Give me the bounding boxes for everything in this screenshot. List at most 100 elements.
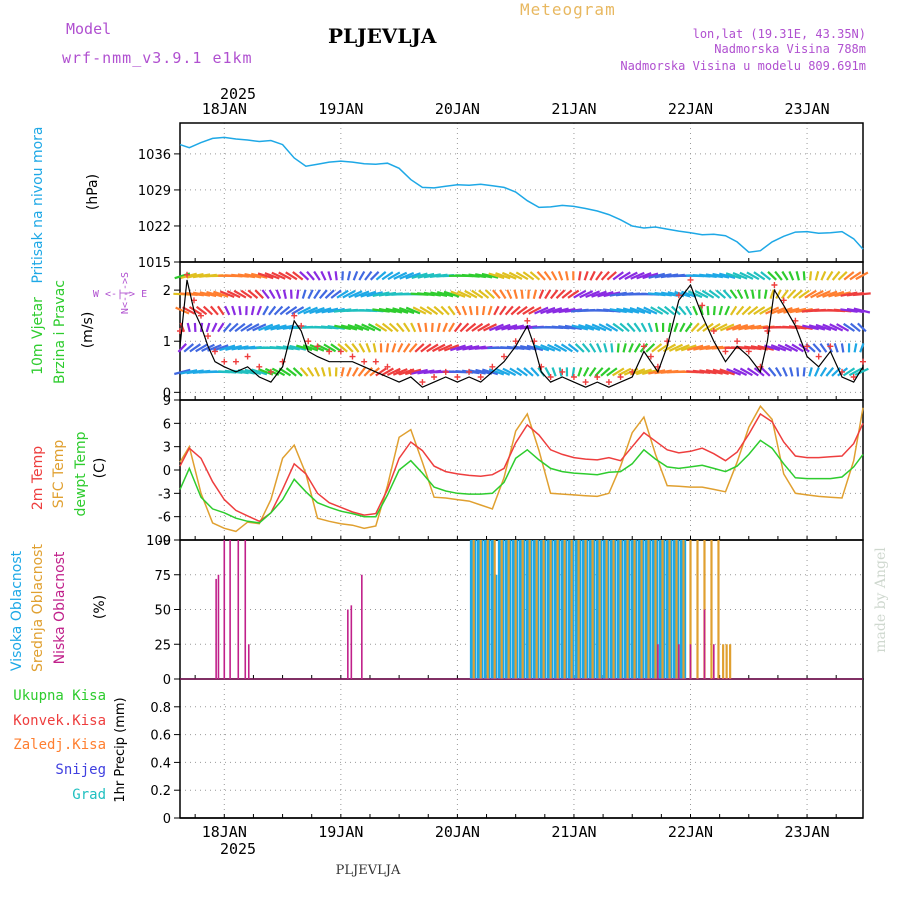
- wind-arrow: [708, 322, 721, 332]
- wind-arrow: [515, 271, 529, 281]
- wind-arrow: [820, 270, 827, 281]
- wind-arrow: [726, 368, 742, 376]
- wind-gust-mark: [745, 348, 752, 355]
- wind-arrow: [340, 367, 345, 377]
- wind-arrow: [626, 322, 636, 333]
- y-tick-label: -6: [158, 511, 171, 526]
- wind-arrow: [523, 367, 534, 377]
- day-label-top: 23JAN: [784, 100, 829, 118]
- wind-speed-line: [179, 279, 864, 388]
- y-tick-label: 0.6: [150, 729, 171, 744]
- wind-arrow: [544, 289, 552, 300]
- wind-gust-mark: [267, 368, 274, 375]
- wind-arrow: [301, 289, 307, 299]
- wind-arrow: [763, 289, 768, 299]
- wind-arrow: [812, 343, 822, 353]
- wind-gust-mark: [349, 353, 356, 360]
- wind-arrow: [657, 306, 670, 316]
- wind-arrow: [522, 271, 535, 281]
- wind-arrow: [706, 306, 710, 316]
- wind-arrow: [483, 323, 497, 332]
- wind-arrow: [595, 270, 603, 281]
- wind-arrow: [391, 343, 397, 353]
- wind-arrow: [282, 345, 300, 351]
- y-tick-label: 2: [163, 284, 171, 299]
- wind-arrow: [831, 270, 841, 281]
- wind-arrow: [475, 368, 493, 375]
- wind-arrow: [816, 290, 831, 299]
- wind-arrow: [437, 343, 453, 352]
- wind-arrow: [358, 270, 366, 281]
- wind-arrow: [381, 271, 394, 281]
- cloud-low-label: Niska Oblacnost: [52, 551, 68, 664]
- wind-arrow: [419, 306, 433, 315]
- wind-arrow: [808, 324, 826, 331]
- wind-arrow: [567, 343, 579, 353]
- y-tick-label: 0: [163, 386, 171, 401]
- wind-arrow: [195, 305, 208, 316]
- wind-arrow: [402, 322, 411, 333]
- wind-arrow: [826, 270, 834, 281]
- wind-arrow: [388, 322, 399, 333]
- wind-arrow: [650, 306, 664, 315]
- panel-frame: [179, 261, 864, 401]
- y-tick-label: 1: [163, 335, 171, 350]
- wind-arrow: [351, 343, 360, 353]
- wind-arrow: [849, 271, 862, 281]
- wind-arrow: [408, 342, 418, 353]
- wind-arrow: [330, 289, 342, 299]
- wind-arrow: [217, 322, 225, 333]
- wind-arrow: [733, 367, 748, 376]
- wind-arrow: [788, 270, 795, 281]
- temp-2m-label: 2m Temp: [30, 446, 46, 510]
- wind-arrow: [732, 271, 748, 280]
- wind-arrow: [448, 322, 456, 333]
- wind-arrow: [846, 307, 865, 314]
- wind-arrow: [842, 322, 856, 332]
- wind-arrow: [813, 367, 820, 377]
- wind-arrow: [254, 289, 264, 299]
- wind-gust-mark: [764, 328, 771, 334]
- wind-arrow: [753, 367, 765, 377]
- wind-arrow: [402, 342, 411, 353]
- wind-gust-mark: [640, 343, 647, 350]
- wind-arrow: [534, 306, 549, 315]
- wind-arrow: [781, 270, 789, 281]
- wind-arrow: [354, 323, 370, 332]
- wind-arrow: [417, 322, 422, 333]
- wind-arrow: [474, 273, 493, 279]
- wind-arrow: [262, 305, 270, 316]
- wind-arrow: [770, 344, 787, 352]
- wind-arrow: [687, 290, 703, 299]
- wind-arrow: [313, 270, 321, 281]
- wind-arrow: [681, 290, 697, 298]
- wind-arrow: [645, 343, 656, 353]
- wind-arrow: [784, 343, 799, 353]
- y-tick-label: 1036: [138, 148, 171, 163]
- panel-frame: [179, 678, 864, 819]
- wind-arrow: [234, 322, 246, 333]
- station-title: PLJEVLJA: [328, 24, 437, 48]
- compass-horizontal: W <-|-> E: [93, 289, 147, 300]
- wind-arrow: [685, 305, 693, 316]
- wind-arrow: [767, 271, 777, 281]
- compass-vertical: N<-|->S: [120, 272, 131, 314]
- wind-labels: 10m Vjetar Brzina i Pravac (m/s) N<-|->S…: [30, 272, 147, 384]
- wind-arrow: [468, 369, 486, 375]
- wind-arrow: [540, 344, 556, 352]
- wind-arrow: [543, 270, 552, 281]
- wind-arrow: [447, 305, 456, 316]
- wind-arrow: [767, 367, 777, 377]
- wind-arrow: [378, 307, 397, 314]
- wind-arrow: [351, 367, 359, 377]
- wind-arrow: [581, 342, 591, 353]
- pressure-line: [179, 136, 864, 253]
- wind-gust-mark: [431, 374, 438, 380]
- wind-arrow: [712, 306, 716, 316]
- wind-arrow: [366, 291, 383, 298]
- wind-arrow: [320, 270, 327, 281]
- wind-arrow: [188, 306, 202, 316]
- wind-arrow: [348, 290, 363, 299]
- wind-gust-mark: [827, 343, 834, 350]
- day-label-bottom: 23JAN: [784, 823, 829, 841]
